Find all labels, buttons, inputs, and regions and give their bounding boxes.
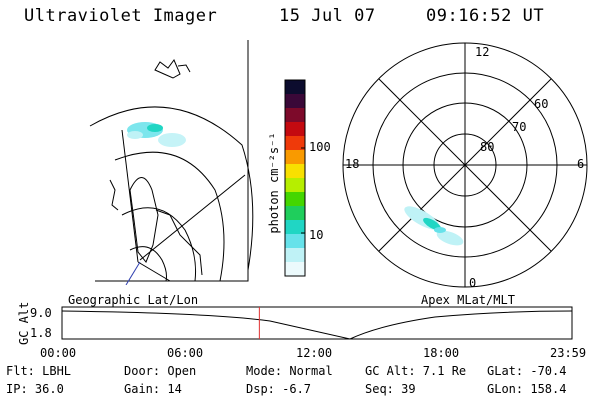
dsp-info: Dsp: -6.7	[246, 382, 312, 396]
colorbar-cell	[285, 150, 305, 165]
colorbar-cell	[285, 234, 305, 249]
timeline-x-tick-0: 00:00	[40, 346, 77, 360]
filter-info: Flt: LBHL	[6, 364, 72, 378]
mlat-label-80: 80	[480, 140, 495, 154]
coastline-5	[109, 179, 119, 211]
coastline-1	[154, 59, 181, 79]
seq-info: Seq: 39	[365, 382, 416, 396]
mlat-label-70: 70	[512, 120, 527, 134]
door-info: Door: Open	[124, 364, 197, 378]
timeline-frame	[61, 306, 573, 340]
colorbar-cell	[285, 164, 305, 179]
observation-time: 09:16:52 UT	[426, 6, 545, 26]
colorbar-cell	[285, 94, 305, 109]
timeline-x-tick-1: 06:00	[167, 346, 204, 360]
mode-info: Mode: Normal	[246, 364, 333, 378]
colorbar-unit-label: photon cm⁻²s⁻¹	[267, 132, 281, 234]
meridian-3	[121, 129, 139, 263]
timeline-x-tick-4: 23:59	[550, 346, 587, 360]
colorbar-cell	[285, 122, 305, 137]
mlt-label-6: 6	[577, 157, 585, 171]
colorbar-cell	[285, 178, 305, 193]
colorbar-cell	[285, 80, 305, 95]
glat-info: GLat: -70.4	[487, 364, 567, 378]
mlt-label-0: 0	[469, 276, 477, 290]
timeline-x-tick-3: 18:00	[423, 346, 460, 360]
polar-panel-label: Apex MLat/MLT	[421, 293, 515, 307]
gain-info: Gain: 14	[124, 382, 182, 396]
meridian-1	[139, 174, 246, 261]
colorbar	[284, 79, 306, 277]
geographic-panel-label: Geographic Lat/Lon	[68, 293, 199, 307]
meridian-diag-2	[378, 78, 552, 252]
colorbar-cell	[285, 248, 305, 263]
colorbar-tick-10: 10	[309, 228, 324, 242]
mlt-label-12: 12	[475, 45, 490, 59]
coastline-2	[177, 64, 191, 73]
colorbar-tick-100: 100	[309, 140, 331, 154]
aurora-patch-polar	[404, 206, 464, 246]
timeline-x-tick-2: 12:00	[296, 346, 333, 360]
lat-circle-2	[114, 151, 225, 282]
glon-info: GLon: 158.4	[487, 382, 567, 396]
geographic-map	[89, 40, 254, 285]
meridian-2	[137, 261, 171, 282]
instrument-title: Ultraviolet Imager	[24, 6, 218, 26]
ip-info: IP: 36.0	[6, 382, 64, 396]
colorbar-cell	[285, 192, 305, 207]
timeline-y-tick-bottom: 1.8	[30, 326, 52, 340]
coastline-3	[129, 177, 159, 263]
observation-date: 15 Jul 07	[279, 6, 376, 26]
altitude-timeline	[61, 306, 573, 340]
mlt-label-18: 18	[345, 157, 360, 171]
timeline-y-tick-top: 9.0	[30, 306, 52, 320]
lat-circle-4	[129, 246, 167, 282]
colorbar-cell	[285, 136, 305, 151]
lat-circle-3	[121, 207, 196, 282]
timeline-y-axis-label: GC Alt	[17, 301, 31, 345]
lat-circle-outer	[89, 106, 254, 271]
aurora-patch-geo	[127, 122, 186, 147]
polar-plot	[342, 42, 588, 288]
coastline-4	[155, 209, 203, 276]
colorbar-cell	[285, 262, 305, 277]
mlat-label-60: 60	[534, 97, 549, 111]
map-frame	[95, 40, 249, 282]
colorbar-cell	[285, 108, 305, 123]
altitude-curve	[61, 310, 573, 340]
colorbar-cell	[285, 220, 305, 235]
gc-alt-info: GC Alt: 7.1 Re	[365, 364, 467, 378]
colorbar-cell	[285, 206, 305, 221]
